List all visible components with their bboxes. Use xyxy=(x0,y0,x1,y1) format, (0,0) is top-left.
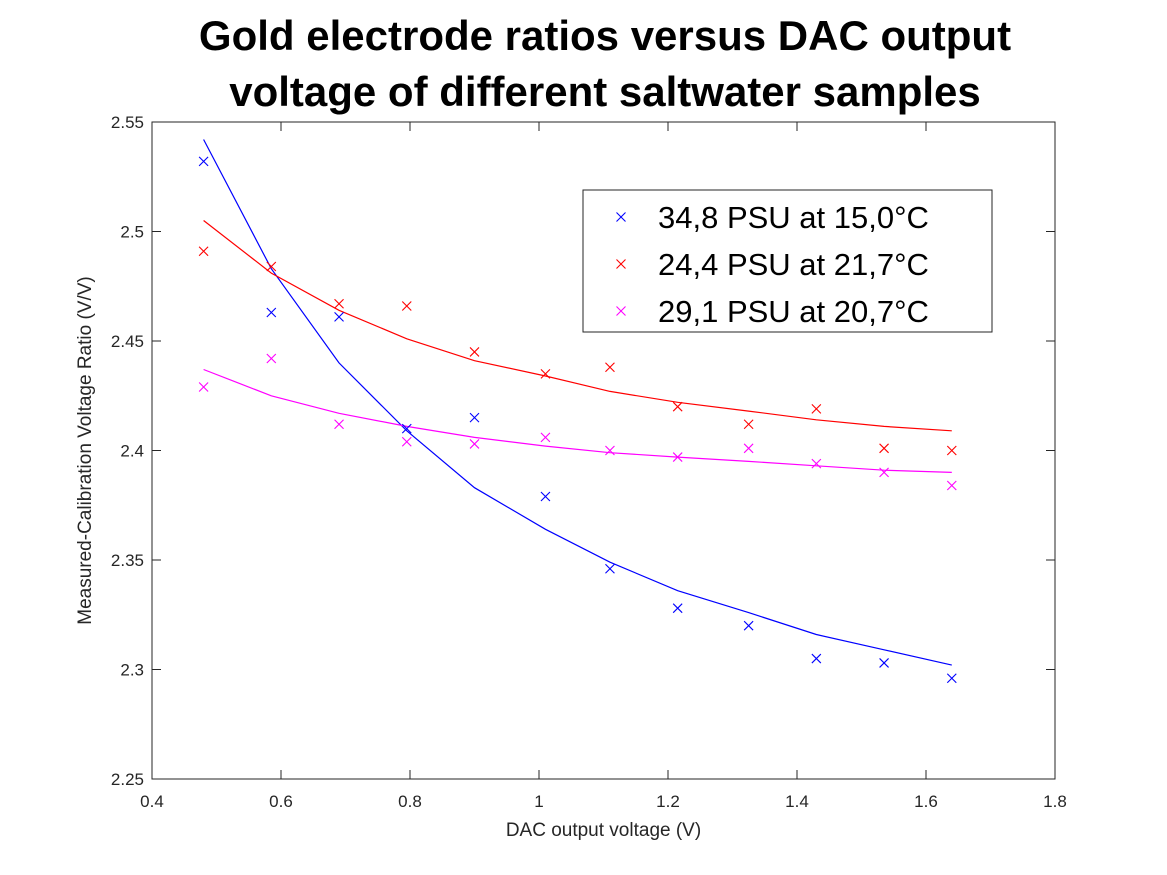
legend-label: 24,4 PSU at 21,7°C xyxy=(658,247,929,282)
data-point-series-2 xyxy=(743,419,754,430)
data-point-series-3 xyxy=(266,353,277,364)
data-point-series-1 xyxy=(334,312,344,322)
x-tick-label: 1 xyxy=(534,792,543,811)
chart-title: Gold electrode ratios versus DAC output … xyxy=(199,12,1011,115)
chart-title-line-2: voltage of different saltwater samples xyxy=(229,68,981,115)
x-tick-label: 0.8 xyxy=(398,792,422,811)
x-tick-label: 1.6 xyxy=(914,792,938,811)
data-point-series-1 xyxy=(540,491,551,502)
x-tick-label: 0.4 xyxy=(140,792,164,811)
y-tick-label: 2.45 xyxy=(111,332,144,351)
x-axis-label: DAC output voltage (V) xyxy=(506,820,701,841)
data-point-series-2 xyxy=(672,401,683,412)
data-point-series-3 xyxy=(946,480,957,491)
data-point-series-1 xyxy=(879,658,889,668)
data-point-series-3 xyxy=(540,432,551,443)
axes: 0.4 0.6 0.8 1 1.2 1.4 1.6 1.8 2.25 2.3 2.35 2.4 2.45… xyxy=(111,113,1067,811)
data-point-series-3 xyxy=(198,382,209,392)
data-point-series-1 xyxy=(946,673,957,684)
data-point-series-3 xyxy=(401,436,412,447)
data-markers xyxy=(198,156,957,684)
x-tick-label: 1.4 xyxy=(785,792,809,811)
fit-lines xyxy=(203,139,952,666)
legend-entry-series-2: 24,4 PSU at 21,7°C xyxy=(616,247,929,282)
chart-title-line-1: Gold electrode ratios versus DAC output xyxy=(199,12,1011,59)
fit-line-series-2 xyxy=(203,220,952,432)
legend-label: 34,8 PSU at 15,0°C xyxy=(658,200,929,235)
data-point-series-1 xyxy=(266,307,277,318)
legend-entry-series-3: 29,1 PSU at 20,7°C xyxy=(616,294,929,329)
data-point-series-1 xyxy=(469,412,480,423)
fit-line-series-3 xyxy=(203,368,952,473)
y-tick-label: 2.35 xyxy=(111,551,144,570)
legend-label: 29,1 PSU at 20,7°C xyxy=(658,294,929,329)
y-tick-label: 2.55 xyxy=(111,113,144,132)
x-tick-label: 0.6 xyxy=(269,792,293,811)
data-point-series-1 xyxy=(401,423,412,434)
data-point-series-2 xyxy=(879,443,889,454)
data-point-series-2 xyxy=(334,298,344,309)
y-tick-label: 2.3 xyxy=(120,661,144,680)
legend-marker xyxy=(616,306,626,316)
data-point-series-3 xyxy=(743,443,754,454)
data-point-series-2 xyxy=(540,368,551,379)
data-point-series-2 xyxy=(946,445,957,456)
data-point-series-3 xyxy=(672,452,683,462)
legend-marker xyxy=(616,212,626,222)
legend-marker xyxy=(616,259,626,269)
data-point-series-3 xyxy=(811,458,822,469)
fit-line-series-1 xyxy=(203,139,952,666)
data-point-series-2 xyxy=(401,301,412,311)
legend: 34,8 PSU at 15,0°C 24,4 PSU at 21,7°C 29,1… xyxy=(582,189,993,333)
axis-box xyxy=(151,121,1056,780)
x-tick-label: 1.8 xyxy=(1043,792,1067,811)
data-point-series-2 xyxy=(811,404,822,414)
legend-entry-series-1: 34,8 PSU at 15,0°C xyxy=(616,200,929,235)
data-point-series-3 xyxy=(879,467,889,478)
data-point-series-3 xyxy=(469,439,480,449)
data-point-series-1 xyxy=(811,653,822,664)
data-point-series-2 xyxy=(198,246,209,257)
y-tick-label: 2.5 xyxy=(120,223,144,242)
y-axis-label: Measured-Calibration Voltage Ratio (V/V) xyxy=(75,276,96,625)
data-point-series-1 xyxy=(672,603,683,614)
data-point-series-2 xyxy=(605,362,615,373)
y-tick-label: 2.4 xyxy=(120,442,144,461)
data-point-series-2 xyxy=(469,347,480,357)
y-tick-label: 2.25 xyxy=(111,770,144,789)
legend-box xyxy=(582,189,993,333)
data-point-series-3 xyxy=(605,445,615,456)
data-point-series-3 xyxy=(334,419,344,430)
x-tick-label: 1.2 xyxy=(656,792,680,811)
data-point-series-1 xyxy=(605,563,615,574)
data-point-series-1 xyxy=(743,620,754,631)
data-point-series-2 xyxy=(266,261,277,272)
data-point-series-1 xyxy=(198,156,209,167)
